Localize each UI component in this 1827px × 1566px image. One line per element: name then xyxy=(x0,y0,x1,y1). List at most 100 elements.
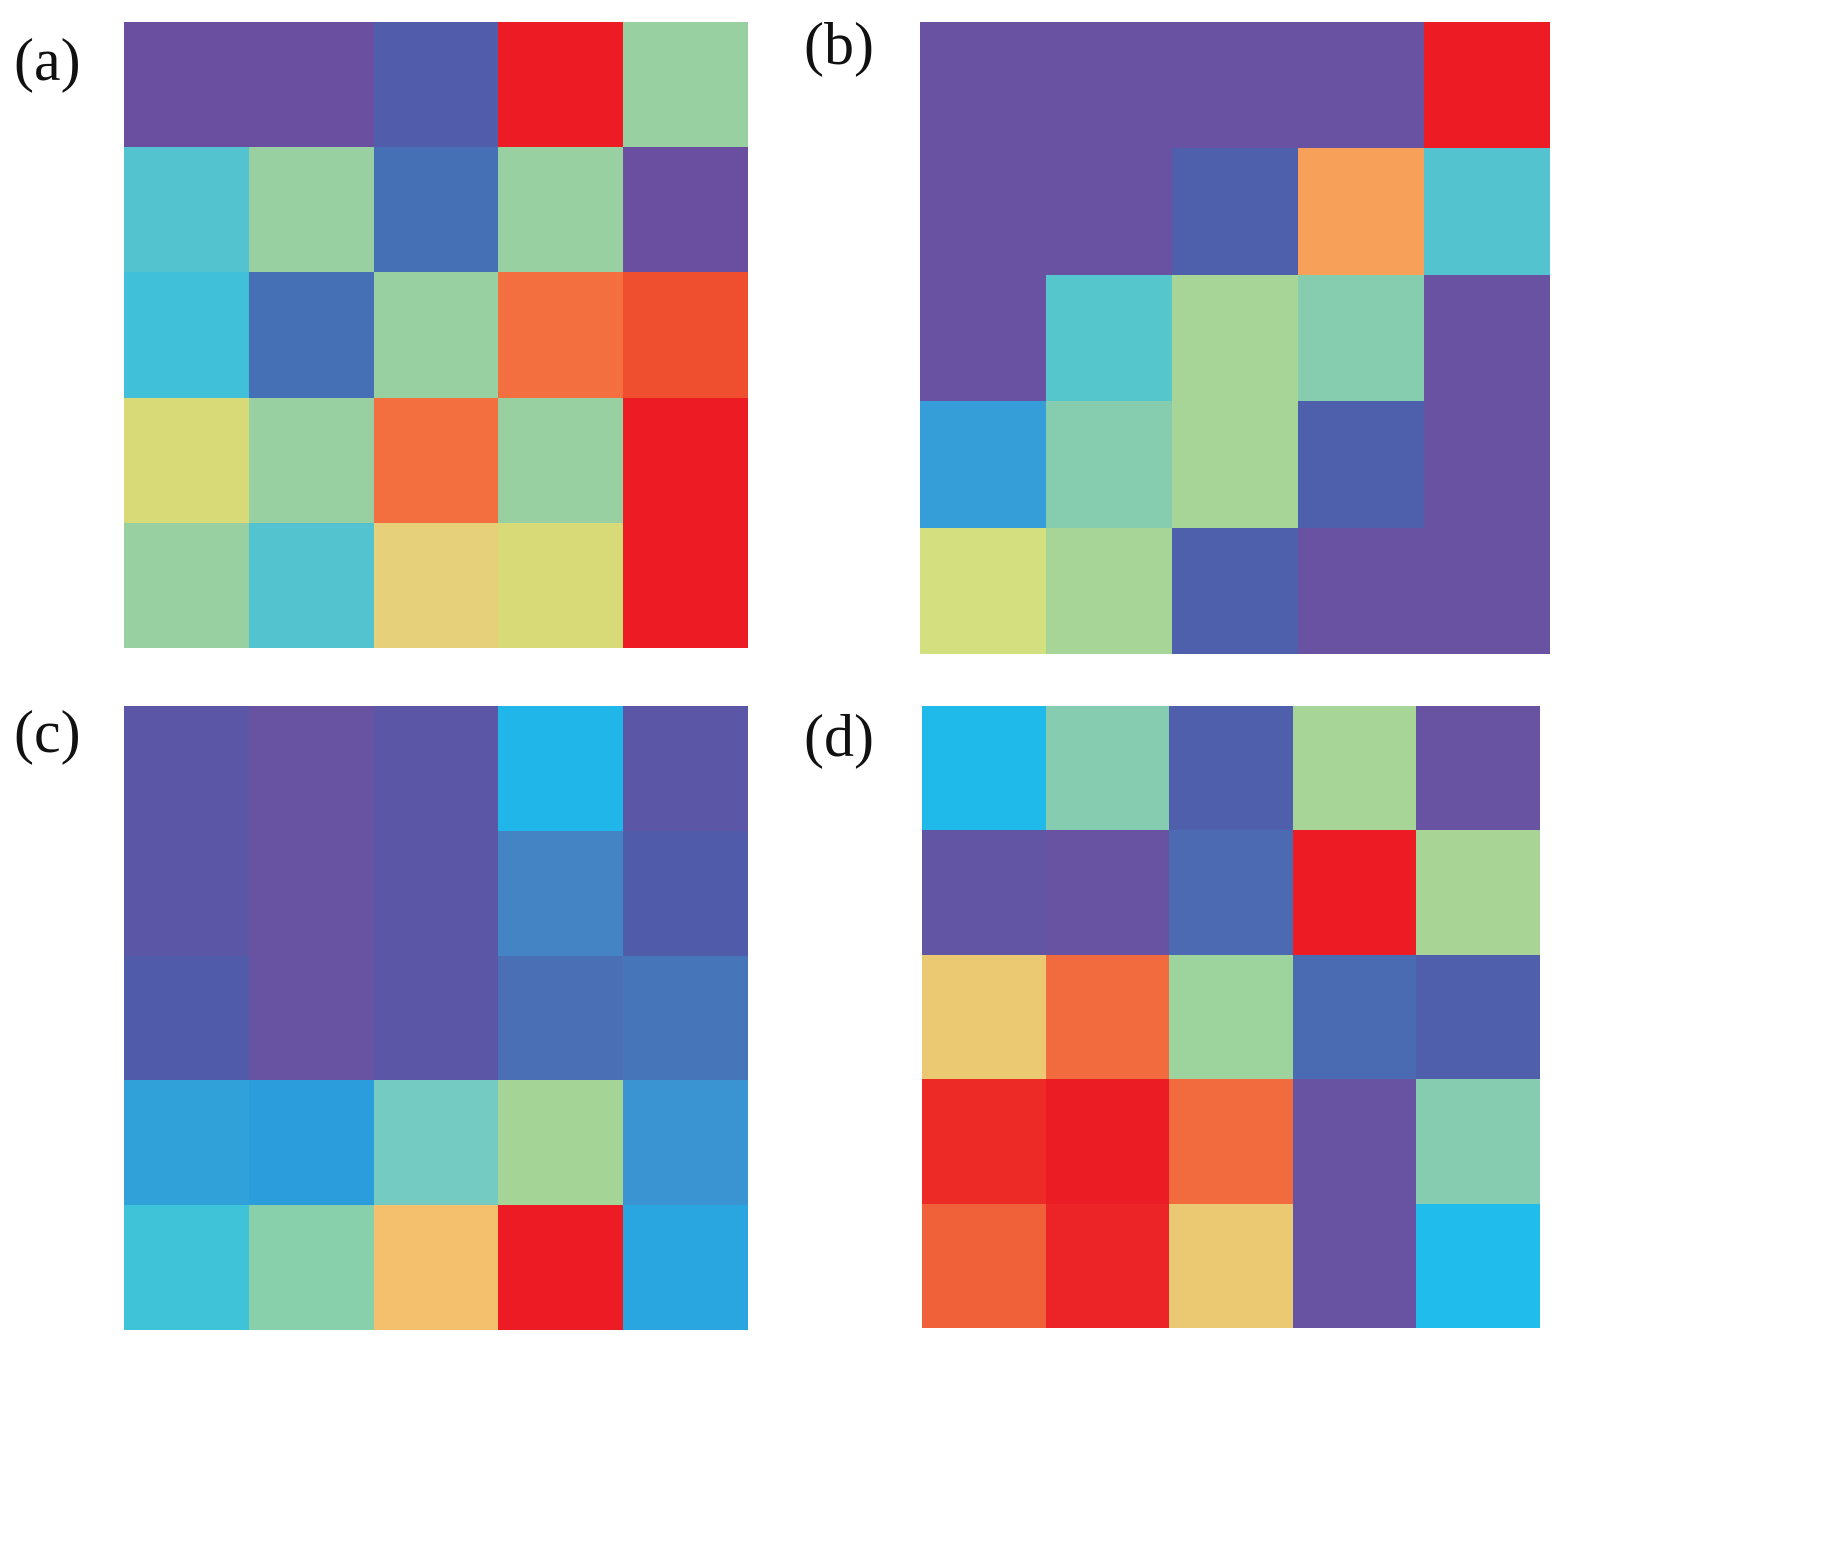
heatmap-d-cell-r4-c2 xyxy=(1045,1079,1170,1204)
heatmap-c-cell-r1-c5 xyxy=(623,706,748,831)
heatmap-c-cell-r5-c4 xyxy=(498,1205,624,1330)
heatmap-c-cell-r5-c5 xyxy=(623,1205,748,1330)
heatmap-d-cell-r4-c4 xyxy=(1292,1079,1417,1204)
heatmap-b-cell-r1-c3 xyxy=(1172,22,1298,149)
heatmap-a-cell-r3-c2 xyxy=(248,272,374,398)
heatmap-b-cell-r4-c1 xyxy=(920,401,1046,528)
heatmap-c-cell-r3-c4 xyxy=(498,955,624,1081)
heatmap-a-cell-r2-c2 xyxy=(248,147,374,273)
heatmap-b-cell-r1-c2 xyxy=(1046,22,1172,149)
heatmap-d-cell-r4-c3 xyxy=(1169,1079,1293,1204)
heatmap-a-cell-r2-c3 xyxy=(373,147,499,273)
heatmap-b-cell-r5-c4 xyxy=(1298,527,1424,654)
heatmap-c-cell-r1-c4 xyxy=(498,706,624,831)
heatmap-a-cell-r1-c2 xyxy=(248,22,374,148)
heatmap-a-cell-r2-c5 xyxy=(623,147,748,273)
heatmap-d-cell-r4-c1 xyxy=(922,1079,1046,1204)
heatmap-c-cell-r2-c2 xyxy=(248,830,374,956)
heatmap-a-cell-r1-c1 xyxy=(124,22,249,148)
heatmap-d-cell-r1-c3 xyxy=(1169,706,1293,831)
heatmap-d-cell-r3-c4 xyxy=(1292,954,1417,1080)
heatmap-d-cell-r1-c4 xyxy=(1292,706,1417,831)
heatmap-d-cell-r2-c2 xyxy=(1045,830,1170,955)
heatmap-a-cell-r4-c2 xyxy=(248,397,374,523)
heatmap-c-cell-r2-c3 xyxy=(373,830,499,956)
heatmap-a xyxy=(124,22,748,648)
heatmap-d-cell-r5-c3 xyxy=(1169,1203,1293,1328)
heatmap-c-cell-r3-c5 xyxy=(623,955,748,1081)
heatmap-b-cell-r4-c5 xyxy=(1424,401,1550,528)
heatmap-d-cell-r5-c2 xyxy=(1045,1203,1170,1328)
heatmap-a-cell-r1-c5 xyxy=(623,22,748,148)
heatmap-d-cell-r3-c1 xyxy=(922,954,1046,1080)
heatmap-c-cell-r5-c1 xyxy=(124,1205,249,1330)
heatmap-c-cell-r4-c5 xyxy=(623,1080,748,1206)
heatmap-b-cell-r5-c3 xyxy=(1172,527,1298,654)
panel-label-c: (c) xyxy=(14,699,81,765)
heatmap-d-cell-r1-c2 xyxy=(1045,706,1170,831)
heatmap-a-cell-r4-c1 xyxy=(124,397,249,523)
heatmap-d-cell-r1-c5 xyxy=(1416,706,1540,831)
heatmap-c-cell-r1-c3 xyxy=(373,706,499,831)
heatmap-b-cell-r1-c5 xyxy=(1424,22,1550,149)
heatmap-c-cell-r3-c1 xyxy=(124,955,249,1081)
heatmap-d-cell-r5-c4 xyxy=(1292,1203,1417,1328)
heatmap-c-cell-r2-c1 xyxy=(124,830,249,956)
heatmap-b-cell-r1-c4 xyxy=(1298,22,1424,149)
heatmap-b-cell-r3-c4 xyxy=(1298,274,1424,402)
heatmap-d-cell-r5-c1 xyxy=(922,1203,1046,1328)
heatmap-b-cell-r2-c1 xyxy=(920,148,1046,275)
heatmap-d-cell-r2-c4 xyxy=(1292,830,1417,955)
panel-label-a: (a) xyxy=(14,27,81,93)
heatmap-a-cell-r5-c5 xyxy=(623,522,748,648)
heatmap-a-cell-r3-c4 xyxy=(498,272,624,398)
heatmap-b-cell-r3-c1 xyxy=(920,274,1046,402)
heatmap-c-cell-r2-c5 xyxy=(623,830,748,956)
heatmap-d-cell-r4-c5 xyxy=(1416,1079,1540,1204)
heatmap-d-cell-r2-c3 xyxy=(1169,830,1293,955)
heatmap-b-cell-r2-c4 xyxy=(1298,148,1424,275)
heatmap-d-cell-r5-c5 xyxy=(1416,1203,1540,1328)
heatmap-b-cell-r2-c3 xyxy=(1172,148,1298,275)
heatmap-d-cell-r3-c3 xyxy=(1169,954,1293,1080)
heatmap-d-cell-r2-c5 xyxy=(1416,830,1540,955)
heatmap-c-cell-r1-c2 xyxy=(248,706,374,831)
heatmap-a-cell-r4-c3 xyxy=(373,397,499,523)
heatmap-b-cell-r4-c4 xyxy=(1298,401,1424,528)
heatmap-b-cell-r5-c2 xyxy=(1046,527,1172,654)
heatmap-c xyxy=(124,706,748,1330)
heatmap-b-cell-r3-c2 xyxy=(1046,274,1172,402)
heatmap-a-cell-r3-c5 xyxy=(623,272,748,398)
heatmap-a-cell-r5-c2 xyxy=(248,522,374,648)
heatmap-b-cell-r1-c1 xyxy=(920,22,1046,149)
heatmap-b-cell-r2-c2 xyxy=(1046,148,1172,275)
heatmap-c-cell-r5-c3 xyxy=(373,1205,499,1330)
panel-label-b: (b) xyxy=(804,11,874,77)
heatmap-a-cell-r4-c5 xyxy=(623,397,748,523)
heatmap-b-cell-r3-c5 xyxy=(1424,274,1550,402)
heatmap-a-cell-r4-c4 xyxy=(498,397,624,523)
heatmap-a-cell-r2-c4 xyxy=(498,147,624,273)
heatmap-b xyxy=(920,22,1550,654)
panel-label-d: (d) xyxy=(804,703,874,769)
heatmap-a-cell-r5-c3 xyxy=(373,522,499,648)
heatmap-b-cell-r5-c1 xyxy=(920,527,1046,654)
heatmap-b-cell-r3-c3 xyxy=(1172,274,1298,402)
heatmap-a-cell-r1-c3 xyxy=(373,22,499,148)
heatmap-d-cell-r3-c5 xyxy=(1416,954,1540,1080)
heatmap-b-cell-r4-c3 xyxy=(1172,401,1298,528)
heatmap-d xyxy=(922,706,1540,1328)
heatmap-a-cell-r5-c1 xyxy=(124,522,249,648)
heatmap-c-cell-r4-c2 xyxy=(248,1080,374,1206)
heatmap-a-cell-r3-c1 xyxy=(124,272,249,398)
heatmap-b-cell-r2-c5 xyxy=(1424,148,1550,275)
heatmap-c-cell-r4-c4 xyxy=(498,1080,624,1206)
heatmap-c-cell-r4-c1 xyxy=(124,1080,249,1206)
heatmap-b-cell-r4-c2 xyxy=(1046,401,1172,528)
heatmap-c-cell-r4-c3 xyxy=(373,1080,499,1206)
heatmap-d-cell-r2-c1 xyxy=(922,830,1046,955)
heatmap-d-cell-r1-c1 xyxy=(922,706,1046,831)
heatmap-b-cell-r5-c5 xyxy=(1424,527,1550,654)
heatmap-c-cell-r1-c1 xyxy=(124,706,249,831)
heatmap-c-cell-r3-c3 xyxy=(373,955,499,1081)
